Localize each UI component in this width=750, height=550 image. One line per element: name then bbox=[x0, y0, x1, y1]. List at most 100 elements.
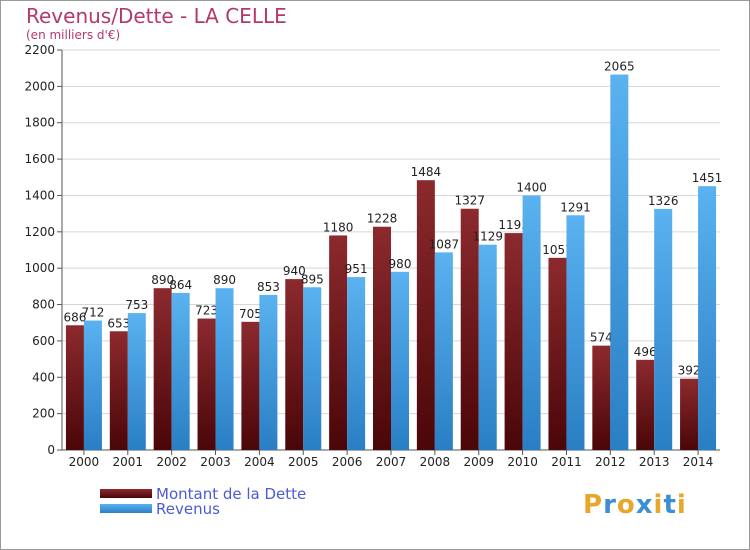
bar-revenus bbox=[303, 287, 322, 450]
bar-revenus bbox=[347, 277, 366, 450]
bar-dette bbox=[460, 208, 479, 450]
data-label-revenus: 864 bbox=[169, 278, 192, 292]
x-tick-label: 2009 bbox=[463, 455, 494, 469]
proxiti-logo: Proxiti bbox=[583, 490, 687, 520]
bar-revenus bbox=[698, 186, 717, 450]
bar-revenus bbox=[83, 320, 102, 450]
data-label-revenus: 1451 bbox=[692, 171, 723, 185]
data-label-revenus: 1326 bbox=[648, 194, 679, 208]
data-label-revenus: 1291 bbox=[560, 200, 591, 214]
legend-item-dette: Montant de la Dette bbox=[100, 484, 307, 503]
bar-dette bbox=[65, 325, 84, 450]
bar-dette bbox=[373, 226, 391, 450]
x-tick-label: 2004 bbox=[244, 455, 275, 469]
x-tick-label: 2011 bbox=[551, 455, 582, 469]
data-label-dette: 1228 bbox=[367, 212, 398, 226]
y-tick-label: 1600 bbox=[24, 152, 55, 166]
bar-dette bbox=[636, 359, 655, 450]
legend-swatch-revenus bbox=[100, 504, 152, 513]
legend-swatch-dette bbox=[100, 489, 152, 498]
data-label-dette: 1484 bbox=[411, 165, 442, 179]
bar-revenus bbox=[478, 244, 497, 450]
bar-dette bbox=[504, 233, 523, 450]
legend-label-dette: Montant de la Dette bbox=[156, 484, 307, 503]
bar-dette bbox=[285, 279, 304, 450]
data-label-dette: 653 bbox=[107, 316, 130, 330]
y-tick-label: 1800 bbox=[24, 116, 55, 130]
bar-dette bbox=[153, 288, 172, 450]
data-label-revenus: 853 bbox=[257, 280, 280, 294]
bar-revenus bbox=[127, 313, 146, 450]
x-tick-label: 2013 bbox=[639, 455, 670, 469]
data-label-dette: 1193 bbox=[498, 218, 529, 232]
data-label-revenus: 712 bbox=[81, 306, 104, 320]
data-label-dette: 705 bbox=[239, 307, 262, 321]
x-tick-label: 2000 bbox=[69, 455, 100, 469]
bar-dette bbox=[680, 378, 699, 450]
bar-revenus bbox=[171, 292, 190, 450]
legend: Montant de la Dette Revenus bbox=[100, 484, 307, 518]
legend-item-revenus: Revenus bbox=[100, 499, 306, 518]
data-label-revenus: 895 bbox=[301, 272, 324, 286]
bar-dette bbox=[416, 180, 435, 450]
bar-revenus bbox=[654, 208, 673, 450]
legend-label-revenus: Revenus bbox=[156, 499, 220, 518]
bar-revenus bbox=[391, 271, 409, 450]
data-label-dette: 392 bbox=[678, 364, 701, 378]
x-tick-label: 2001 bbox=[113, 455, 144, 469]
data-label-dette: 723 bbox=[195, 304, 218, 318]
y-tick-label: 1200 bbox=[24, 225, 55, 239]
x-tick-label: 2012 bbox=[595, 455, 626, 469]
bar-dette bbox=[241, 321, 260, 450]
x-tick-label: 2005 bbox=[288, 455, 319, 469]
data-label-revenus: 1129 bbox=[472, 230, 503, 244]
bar-dette bbox=[329, 235, 348, 450]
x-tick-label: 2003 bbox=[200, 455, 231, 469]
y-tick-label: 1400 bbox=[24, 188, 55, 202]
data-label-dette: 940 bbox=[283, 264, 306, 278]
data-label-dette: 1327 bbox=[454, 194, 485, 208]
y-tick-label: 2000 bbox=[24, 79, 55, 93]
data-label-revenus: 1400 bbox=[516, 180, 547, 194]
chart-subtitle: (en milliers d'€) bbox=[26, 28, 121, 42]
data-label-dette: 890 bbox=[151, 273, 174, 287]
x-tick-label: 2007 bbox=[376, 455, 407, 469]
x-tick-label: 2006 bbox=[332, 455, 363, 469]
logo-letter: r bbox=[603, 490, 617, 520]
data-label-revenus: 980 bbox=[389, 257, 412, 271]
logo-letter: o bbox=[616, 490, 636, 520]
y-tick-label: 600 bbox=[32, 334, 55, 348]
y-tick-label: 2200 bbox=[24, 43, 55, 57]
chart-title: Revenus/Dette - LA CELLE bbox=[26, 4, 287, 28]
data-label-revenus: 1087 bbox=[429, 237, 460, 251]
logo-letter: i bbox=[676, 490, 687, 520]
logo-letter: t bbox=[663, 490, 677, 520]
y-tick-label: 200 bbox=[32, 407, 55, 421]
bar-dette bbox=[548, 257, 567, 450]
logo-letter: x bbox=[635, 490, 654, 520]
x-tick-label: 2014 bbox=[683, 455, 714, 469]
y-tick-label: 0 bbox=[47, 443, 55, 457]
x-tick-label: 2008 bbox=[420, 455, 451, 469]
bar-dette bbox=[592, 345, 611, 450]
data-label-revenus: 890 bbox=[213, 273, 236, 287]
data-label-revenus: 753 bbox=[125, 298, 148, 312]
bar-revenus bbox=[610, 74, 629, 450]
bar-dette bbox=[197, 318, 216, 450]
bar-revenus bbox=[215, 288, 234, 450]
bar-revenus bbox=[259, 294, 278, 450]
bar-revenus bbox=[522, 195, 541, 450]
y-tick-label: 1000 bbox=[24, 261, 55, 275]
bar-dette bbox=[109, 331, 128, 450]
bar-revenus bbox=[566, 215, 585, 450]
data-label-dette: 574 bbox=[590, 331, 613, 345]
y-tick-label: 800 bbox=[32, 298, 55, 312]
data-label-revenus: 2065 bbox=[604, 60, 635, 74]
x-tick-label: 2002 bbox=[156, 455, 187, 469]
data-label-dette: 686 bbox=[63, 310, 86, 324]
data-label-dette: 1180 bbox=[323, 220, 354, 234]
data-label-dette: 1057 bbox=[542, 243, 573, 257]
y-tick-label: 400 bbox=[32, 370, 55, 384]
data-label-dette: 496 bbox=[634, 345, 657, 359]
